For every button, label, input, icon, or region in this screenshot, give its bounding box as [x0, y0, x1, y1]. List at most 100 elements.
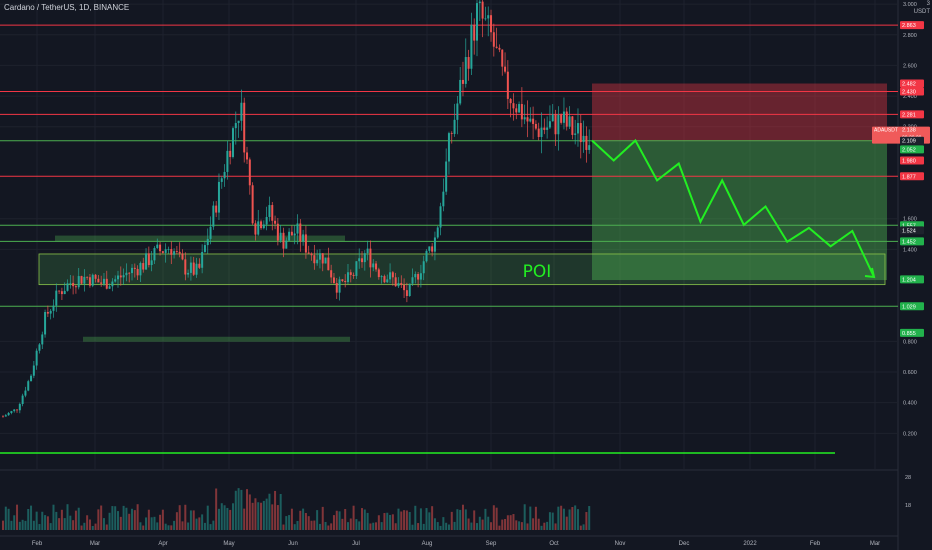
- volume-bar: [380, 522, 383, 530]
- projection-path: [591, 138, 875, 278]
- candle-body: [349, 272, 352, 275]
- volume-bar: [201, 514, 204, 530]
- candle-body: [86, 276, 89, 278]
- volume-bar: [321, 506, 324, 530]
- candle-body: [408, 283, 411, 296]
- candle-body: [551, 114, 554, 122]
- volume-bar: [509, 515, 512, 530]
- candle-body: [464, 57, 467, 84]
- volume-bar: [515, 520, 518, 530]
- volume-bar: [363, 509, 366, 530]
- volume-bar: [464, 509, 467, 530]
- candle-body: [35, 350, 38, 366]
- candle-body: [128, 272, 131, 274]
- volume-bar: [478, 516, 481, 530]
- candle-body: [4, 415, 7, 417]
- volume-bar: [546, 521, 549, 530]
- volume-bar: [91, 525, 94, 530]
- price-tag: [900, 21, 924, 30]
- volume-bar: [27, 508, 30, 530]
- candle-body: [69, 282, 72, 284]
- volume-bar: [383, 513, 386, 530]
- volume-bar: [498, 525, 501, 530]
- candle-body: [229, 150, 232, 157]
- candle-body: [293, 233, 296, 236]
- candle-body: [504, 66, 507, 72]
- candle-body: [588, 145, 591, 150]
- volume-bar: [518, 521, 521, 530]
- volume-bar: [467, 518, 470, 530]
- volume-bar: [459, 509, 462, 530]
- volume-bar: [77, 507, 80, 530]
- volume-bar: [288, 515, 291, 530]
- candle-body: [125, 272, 128, 276]
- candle-body: [476, 3, 479, 41]
- candle-body: [431, 246, 434, 252]
- candle-body: [332, 277, 335, 284]
- projection-arrowhead: [864, 267, 876, 279]
- volume-bar: [2, 520, 4, 530]
- volume-bar: [128, 513, 131, 530]
- candle-body: [38, 344, 41, 351]
- candle-body: [46, 312, 49, 314]
- price-tag: [900, 79, 924, 88]
- candle-body: [30, 375, 33, 382]
- candle-body: [212, 205, 215, 227]
- candle-body: [296, 223, 299, 234]
- volume-bar: [52, 504, 55, 530]
- volume-bar: [338, 511, 341, 530]
- volume-bar: [332, 515, 335, 530]
- volume-bar: [461, 504, 464, 530]
- candle-body: [433, 237, 436, 252]
- candle-body: [422, 261, 425, 274]
- volume-bar: [282, 524, 285, 530]
- candle-body: [290, 231, 293, 236]
- volume-bar: [453, 521, 456, 530]
- price-tag: [900, 145, 924, 154]
- volume-bar: [209, 524, 212, 530]
- candle-body: [145, 253, 148, 270]
- volume-bar: [548, 512, 551, 530]
- price-tag-label: 2.109: [902, 139, 916, 145]
- candle-body: [74, 286, 77, 288]
- volume-bar: [156, 522, 159, 530]
- take-profit-zone: [592, 141, 887, 281]
- poi-label: POI: [523, 262, 552, 282]
- volume-bar: [212, 520, 215, 530]
- candle-body: [515, 108, 518, 113]
- candle-body: [495, 46, 498, 48]
- volume-bar: [175, 512, 178, 530]
- candle-body: [21, 395, 24, 404]
- volume-bar: [72, 520, 75, 530]
- volume-bar: [32, 520, 35, 530]
- candle-body: [321, 253, 324, 264]
- candle-body: [405, 290, 408, 296]
- candle-body: [178, 251, 181, 254]
- candle-body: [105, 278, 108, 289]
- volume-bar: [523, 504, 526, 530]
- volume-bar: [397, 508, 400, 530]
- candle-body: [456, 103, 459, 120]
- volume-bar: [100, 505, 103, 530]
- candle-body: [2, 416, 4, 418]
- volume-bar: [579, 525, 582, 530]
- candle-body: [119, 275, 122, 278]
- volume-bar: [111, 506, 114, 530]
- candle-body: [557, 114, 560, 135]
- volume-bar: [501, 519, 504, 530]
- price-tag: [900, 87, 924, 96]
- volume-bar: [119, 516, 122, 530]
- candle-body: [492, 32, 495, 47]
- x-tick-label: Nov: [615, 541, 626, 547]
- volume-bar: [69, 515, 72, 530]
- volume-bar: [316, 510, 319, 530]
- volume-bar: [153, 516, 156, 530]
- volume-bar: [386, 512, 389, 530]
- x-tick-label: Dec: [679, 541, 690, 547]
- candle-body: [534, 123, 537, 129]
- volume-bar: [80, 525, 83, 530]
- volume-bar: [431, 506, 434, 530]
- candle-body: [481, 1, 484, 19]
- volume-bar: [198, 517, 201, 530]
